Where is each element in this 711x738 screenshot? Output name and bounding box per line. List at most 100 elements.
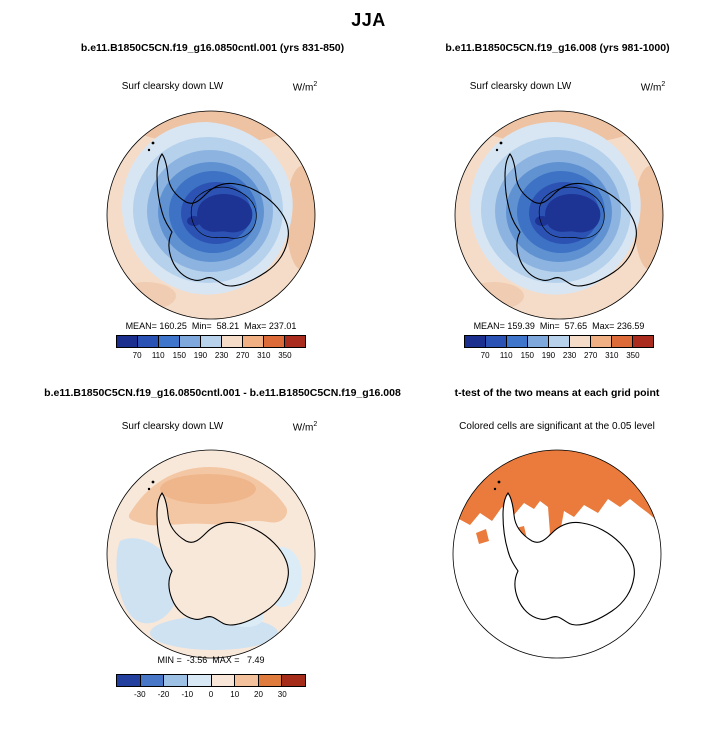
colorbar-cell	[282, 674, 306, 687]
map-bottom-left-difference	[106, 449, 316, 659]
antarctica-coastline	[502, 492, 635, 626]
island-dot	[497, 480, 501, 484]
colorbar-cells	[464, 335, 654, 348]
units-base: W/m	[640, 82, 662, 94]
map-boundary-circle	[106, 110, 316, 320]
variable-label-top-right: Surf clearsky down LW	[469, 81, 572, 92]
colorbar-cell	[235, 674, 259, 687]
units-label-top-right: W/m2	[623, 81, 683, 93]
units-label-bottom-left: W/m2	[275, 421, 335, 433]
colorbar-tick: 10	[230, 690, 240, 699]
colorbar-tick: 350	[278, 351, 292, 360]
colorbar-cell	[507, 335, 528, 348]
stats-bottom-left: MIN = -3.56 MAX = 7.49	[157, 655, 265, 665]
colorbar-tick: 230	[214, 351, 229, 360]
colorbar-tick: 150	[520, 351, 534, 360]
variable-label-top-left: Surf clearsky down LW	[121, 81, 224, 92]
colorbar-tick: 270	[583, 351, 598, 360]
colorbar-cell	[201, 335, 222, 348]
colorbar-tick: 110	[499, 351, 513, 360]
colorbar-cell	[633, 335, 654, 348]
stats-top-left: MEAN= 160.25 Min= 58.21 Max= 237.01	[125, 321, 297, 331]
colorbar-bottom-left: -30 -20 -10 0 10 20 30	[116, 674, 306, 699]
significance-cells	[453, 450, 661, 658]
colorbar-cell	[285, 335, 306, 348]
island-dot	[147, 148, 151, 152]
island-dot	[147, 487, 151, 491]
colorbar-tick: 30	[277, 690, 287, 699]
antarctica-coastline	[504, 153, 637, 287]
colorbar-cell	[243, 335, 264, 348]
panel-title-top-right: b.e11.B1850C5CN.f19_g16.008 (yrs 981-100…	[445, 42, 670, 54]
units-exponent: 2	[661, 81, 666, 88]
contour-fill-bands	[107, 450, 315, 658]
colorbar-cell	[464, 335, 486, 348]
colorbar-tick: 110	[151, 351, 165, 360]
colorbar-ticks: 70 110 150 190 230 270 310 350	[464, 348, 654, 360]
colorbar-tick: 190	[193, 351, 208, 360]
colorbar-cell	[258, 674, 283, 687]
significant-patch	[476, 529, 489, 544]
colorbar-cell	[140, 674, 165, 687]
colorbar-cells	[116, 674, 306, 687]
colorbar-cell	[116, 335, 138, 348]
units-label-top-left: W/m2	[275, 81, 335, 93]
units-exponent: 2	[313, 81, 318, 88]
variable-label-bottom-left: Surf clearsky down LW	[121, 421, 224, 432]
colorbar-top-left: 70 110 150 190 230 270 310 350	[116, 335, 306, 360]
colorbar-tick: -30	[133, 690, 146, 699]
colorbar-cells	[116, 335, 306, 348]
panel-title-bottom-right: t-test of the two means at each grid poi…	[454, 387, 660, 399]
contour-fill-bands	[107, 111, 315, 319]
colorbar-tick: 310	[605, 351, 619, 360]
colorbar-cell	[159, 335, 180, 348]
colorbar-tick: -10	[181, 690, 194, 699]
colorbar-cell	[222, 335, 243, 348]
significance-note: Colored cells are significant at the 0.0…	[459, 421, 655, 432]
contour-fill-bands	[455, 111, 663, 319]
significant-region	[459, 450, 655, 567]
colorbar-tick: 270	[235, 351, 250, 360]
colorbar-cell	[264, 335, 285, 348]
colorbar-tick: 70	[480, 351, 490, 360]
colorbar-tick: 150	[172, 351, 186, 360]
colorbar-tick: 350	[626, 351, 640, 360]
figure-title: JJA	[351, 10, 386, 30]
antarctica-coastline	[156, 153, 289, 287]
colorbar-cell	[486, 335, 507, 348]
colorbar-tick: 190	[541, 351, 556, 360]
island-dot	[499, 141, 503, 145]
colorbar-cell	[570, 335, 591, 348]
colorbar-cell	[612, 335, 633, 348]
colorbar-cell	[180, 335, 201, 348]
units-base: W/m	[292, 422, 314, 434]
colorbar-tick: 70	[132, 351, 142, 360]
map-boundary-circle	[454, 110, 664, 320]
colorbar-tick: 230	[562, 351, 577, 360]
map-top-left	[106, 110, 316, 320]
colorbar-cell	[528, 335, 549, 348]
colorbar-cell	[549, 335, 570, 348]
map-bottom-right-ttest	[452, 449, 662, 659]
colorbar-cell	[591, 335, 612, 348]
colorbar-cell	[187, 674, 212, 687]
stats-top-right: MEAN= 159.39 Min= 57.65 Max= 236.59	[473, 321, 645, 331]
units-exponent: 2	[313, 421, 318, 428]
island-dot	[151, 141, 155, 145]
colorbar-tick: 20	[254, 690, 263, 699]
colorbar-tick: -20	[157, 690, 170, 699]
colorbar-cell	[138, 335, 159, 348]
island-dot	[151, 480, 155, 484]
island-dot	[493, 487, 497, 491]
colorbar-cell	[116, 674, 141, 687]
units-base: W/m	[292, 82, 314, 94]
panel-title-top-left: b.e11.B1850C5CN.f19_g16.0850cntl.001 (yr…	[80, 42, 345, 54]
inner-contour-line	[190, 186, 257, 239]
map-boundary-circle	[452, 449, 662, 659]
colorbar-top-right: 70 110 150 190 230 270 310 350	[464, 335, 654, 360]
colorbar-tick: 310	[257, 351, 271, 360]
colorbar-ticks: -30 -20 -10 0 10 20 30	[116, 687, 306, 699]
map-boundary-circle	[106, 449, 316, 659]
map-top-right	[454, 110, 664, 320]
